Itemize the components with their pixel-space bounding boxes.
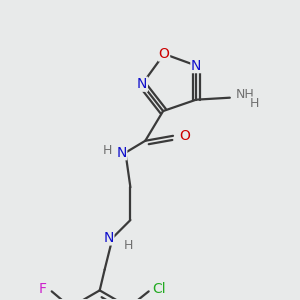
Text: H: H [124, 239, 133, 252]
Text: N: N [103, 231, 114, 245]
Text: O: O [179, 129, 190, 143]
Text: H: H [250, 97, 259, 110]
Text: N: N [116, 146, 127, 160]
Text: H: H [103, 144, 112, 157]
Text: O: O [159, 47, 170, 61]
Text: N: N [191, 58, 201, 73]
Text: N: N [137, 77, 147, 91]
Text: NH: NH [236, 88, 254, 101]
Text: Cl: Cl [153, 282, 166, 296]
Text: F: F [39, 282, 47, 296]
